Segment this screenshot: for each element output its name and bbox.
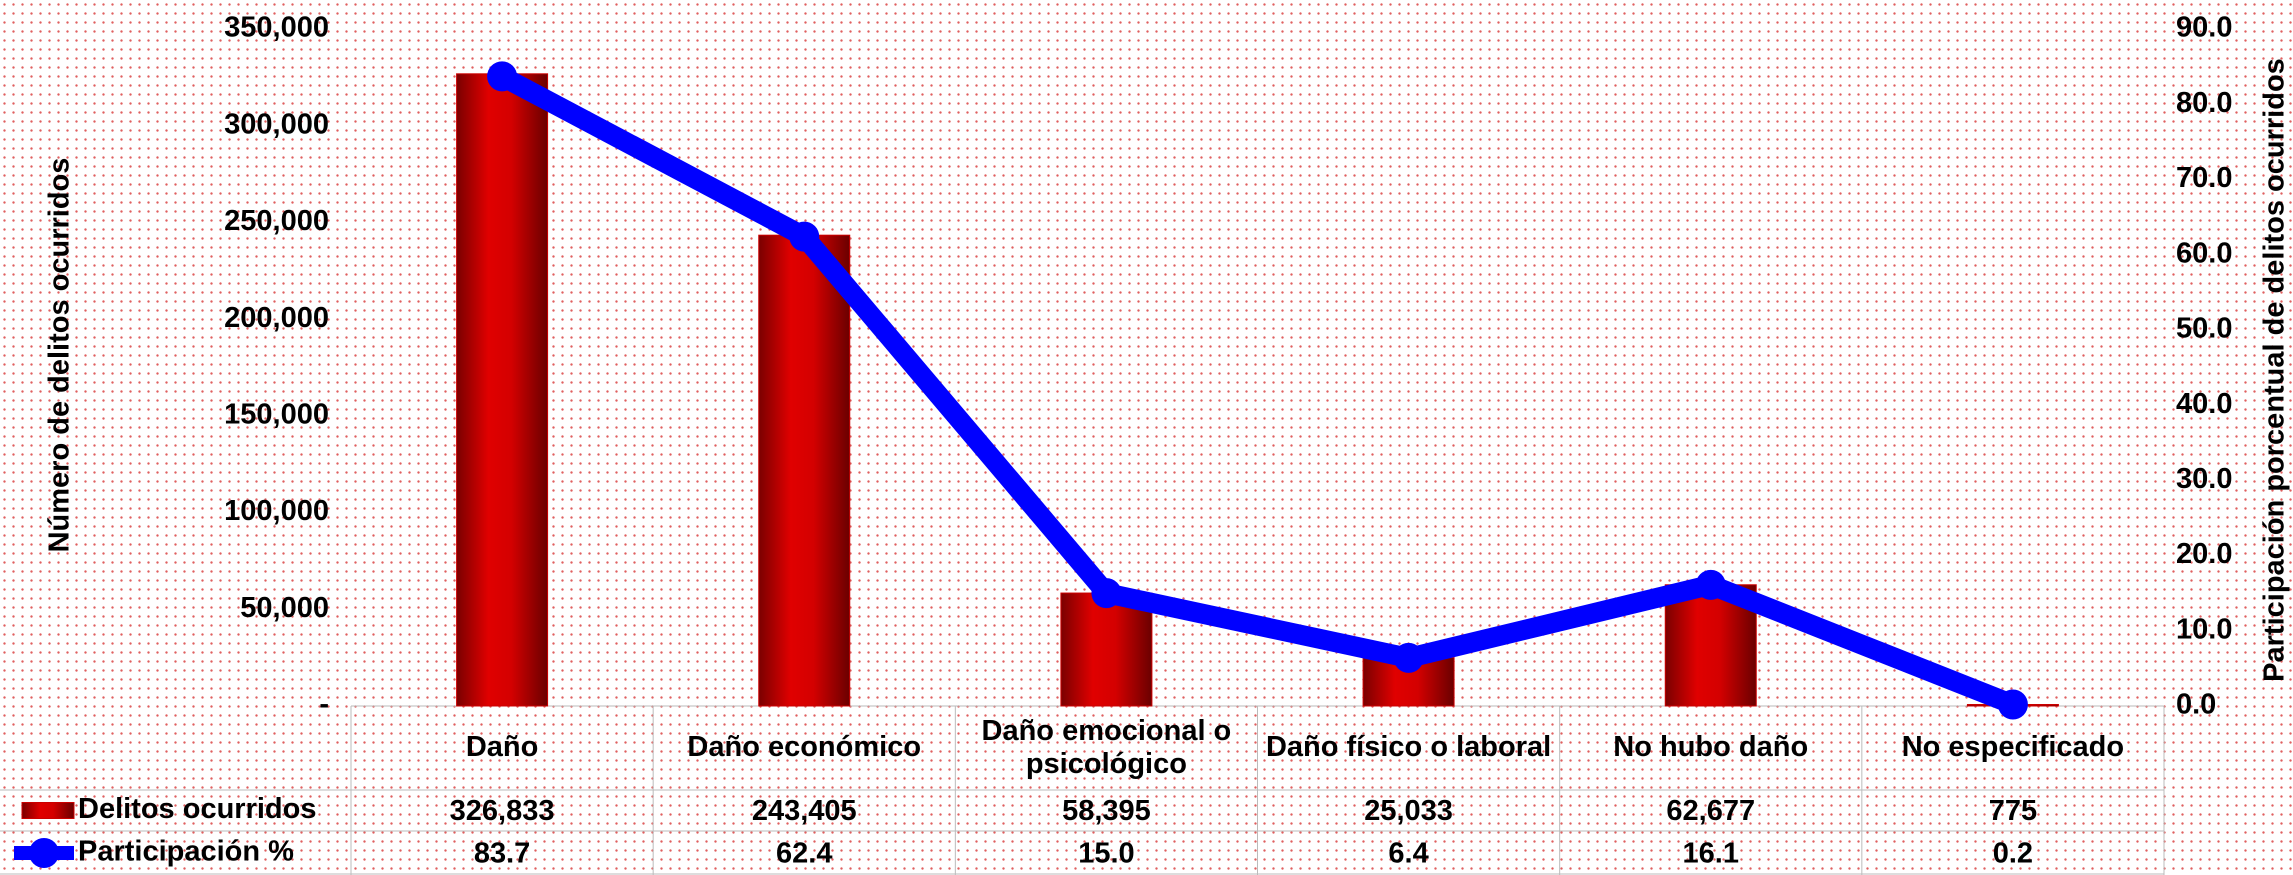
bar: [456, 73, 549, 707]
table-value: 775: [1989, 795, 2037, 827]
marker: [789, 221, 820, 252]
y-tick-label: 100,000: [224, 495, 329, 527]
table-value: 15.0: [1078, 838, 1134, 870]
y2-tick-label: 0.0: [2176, 689, 2216, 721]
x-tick-label: Daño económico: [687, 731, 922, 764]
y2-tick-label: 10.0: [2176, 613, 2232, 645]
y2-tick-label: 60.0: [2176, 237, 2232, 269]
y-tick-label: -: [319, 689, 329, 721]
marker: [1997, 689, 2028, 720]
y-axis-title: Número de delitos ocurridos: [44, 158, 76, 553]
x-tick-label: No especificado: [1901, 731, 2125, 764]
y-tick-label: 50,000: [240, 592, 329, 624]
line: [497, 67, 2017, 714]
table-value: 16.1: [1683, 838, 1739, 870]
marker: [1091, 578, 1122, 609]
table-value: 0.2: [1993, 838, 2033, 870]
table-value: 62,677: [1666, 795, 1755, 827]
x-tick-label-box: Daño económico: [687, 731, 922, 764]
y2-tick-label: 80.0: [2176, 87, 2232, 119]
table-value: 243,405: [752, 795, 857, 827]
marker: [487, 61, 518, 92]
legend-label: Participación %: [78, 836, 294, 868]
y2-tick-label: 90.0: [2176, 12, 2232, 44]
y-tick-label: 350,000: [224, 12, 329, 44]
table-value: 25,033: [1364, 795, 1453, 827]
table-value: 62.4: [776, 838, 832, 870]
legend-label: Delitos ocurridos: [78, 793, 317, 825]
x-tick-label-box: No hubo daño: [1613, 731, 1809, 764]
y2-tick-label: 50.0: [2176, 313, 2232, 345]
y-tick-label: 250,000: [224, 205, 329, 237]
x-tick-label: Daño: [465, 731, 539, 764]
y-tick-label: 150,000: [224, 399, 329, 431]
y2-tick-label: 70.0: [2176, 162, 2232, 194]
legend-marker: [29, 838, 59, 868]
marker: [1393, 642, 1424, 673]
y2-tick-label: 30.0: [2176, 463, 2232, 495]
x-tick-label: Daño emocional o psicológico: [981, 714, 1232, 780]
table-value: 6.4: [1388, 838, 1428, 870]
y2-tick-label: 20.0: [2176, 538, 2232, 570]
y-tick-label: 200,000: [224, 302, 329, 334]
bar: [758, 234, 851, 707]
table-value: 83.7: [474, 838, 530, 870]
x-tick-label-box: Daño físico o laboral: [1265, 731, 1552, 764]
y2-tick-label: 40.0: [2176, 388, 2232, 420]
legend-swatch: [21, 802, 75, 819]
y-tick-label: 300,000: [224, 108, 329, 140]
bar: [1060, 592, 1153, 707]
x-tick-label: Daño físico o laboral: [1265, 731, 1552, 764]
table-value: 58,395: [1062, 795, 1151, 827]
x-tick-label-box: Daño: [465, 731, 539, 764]
x-tick-label-box: No especificado: [1901, 731, 2125, 764]
marker: [1695, 569, 1726, 600]
y2-axis-title: Participación porcentual de delitos ocur…: [2259, 58, 2291, 682]
x-tick-label: No hubo daño: [1613, 731, 1809, 764]
table-value: 326,833: [450, 795, 555, 827]
x-tick-label-box: Daño emocional o psicológico: [981, 714, 1232, 780]
